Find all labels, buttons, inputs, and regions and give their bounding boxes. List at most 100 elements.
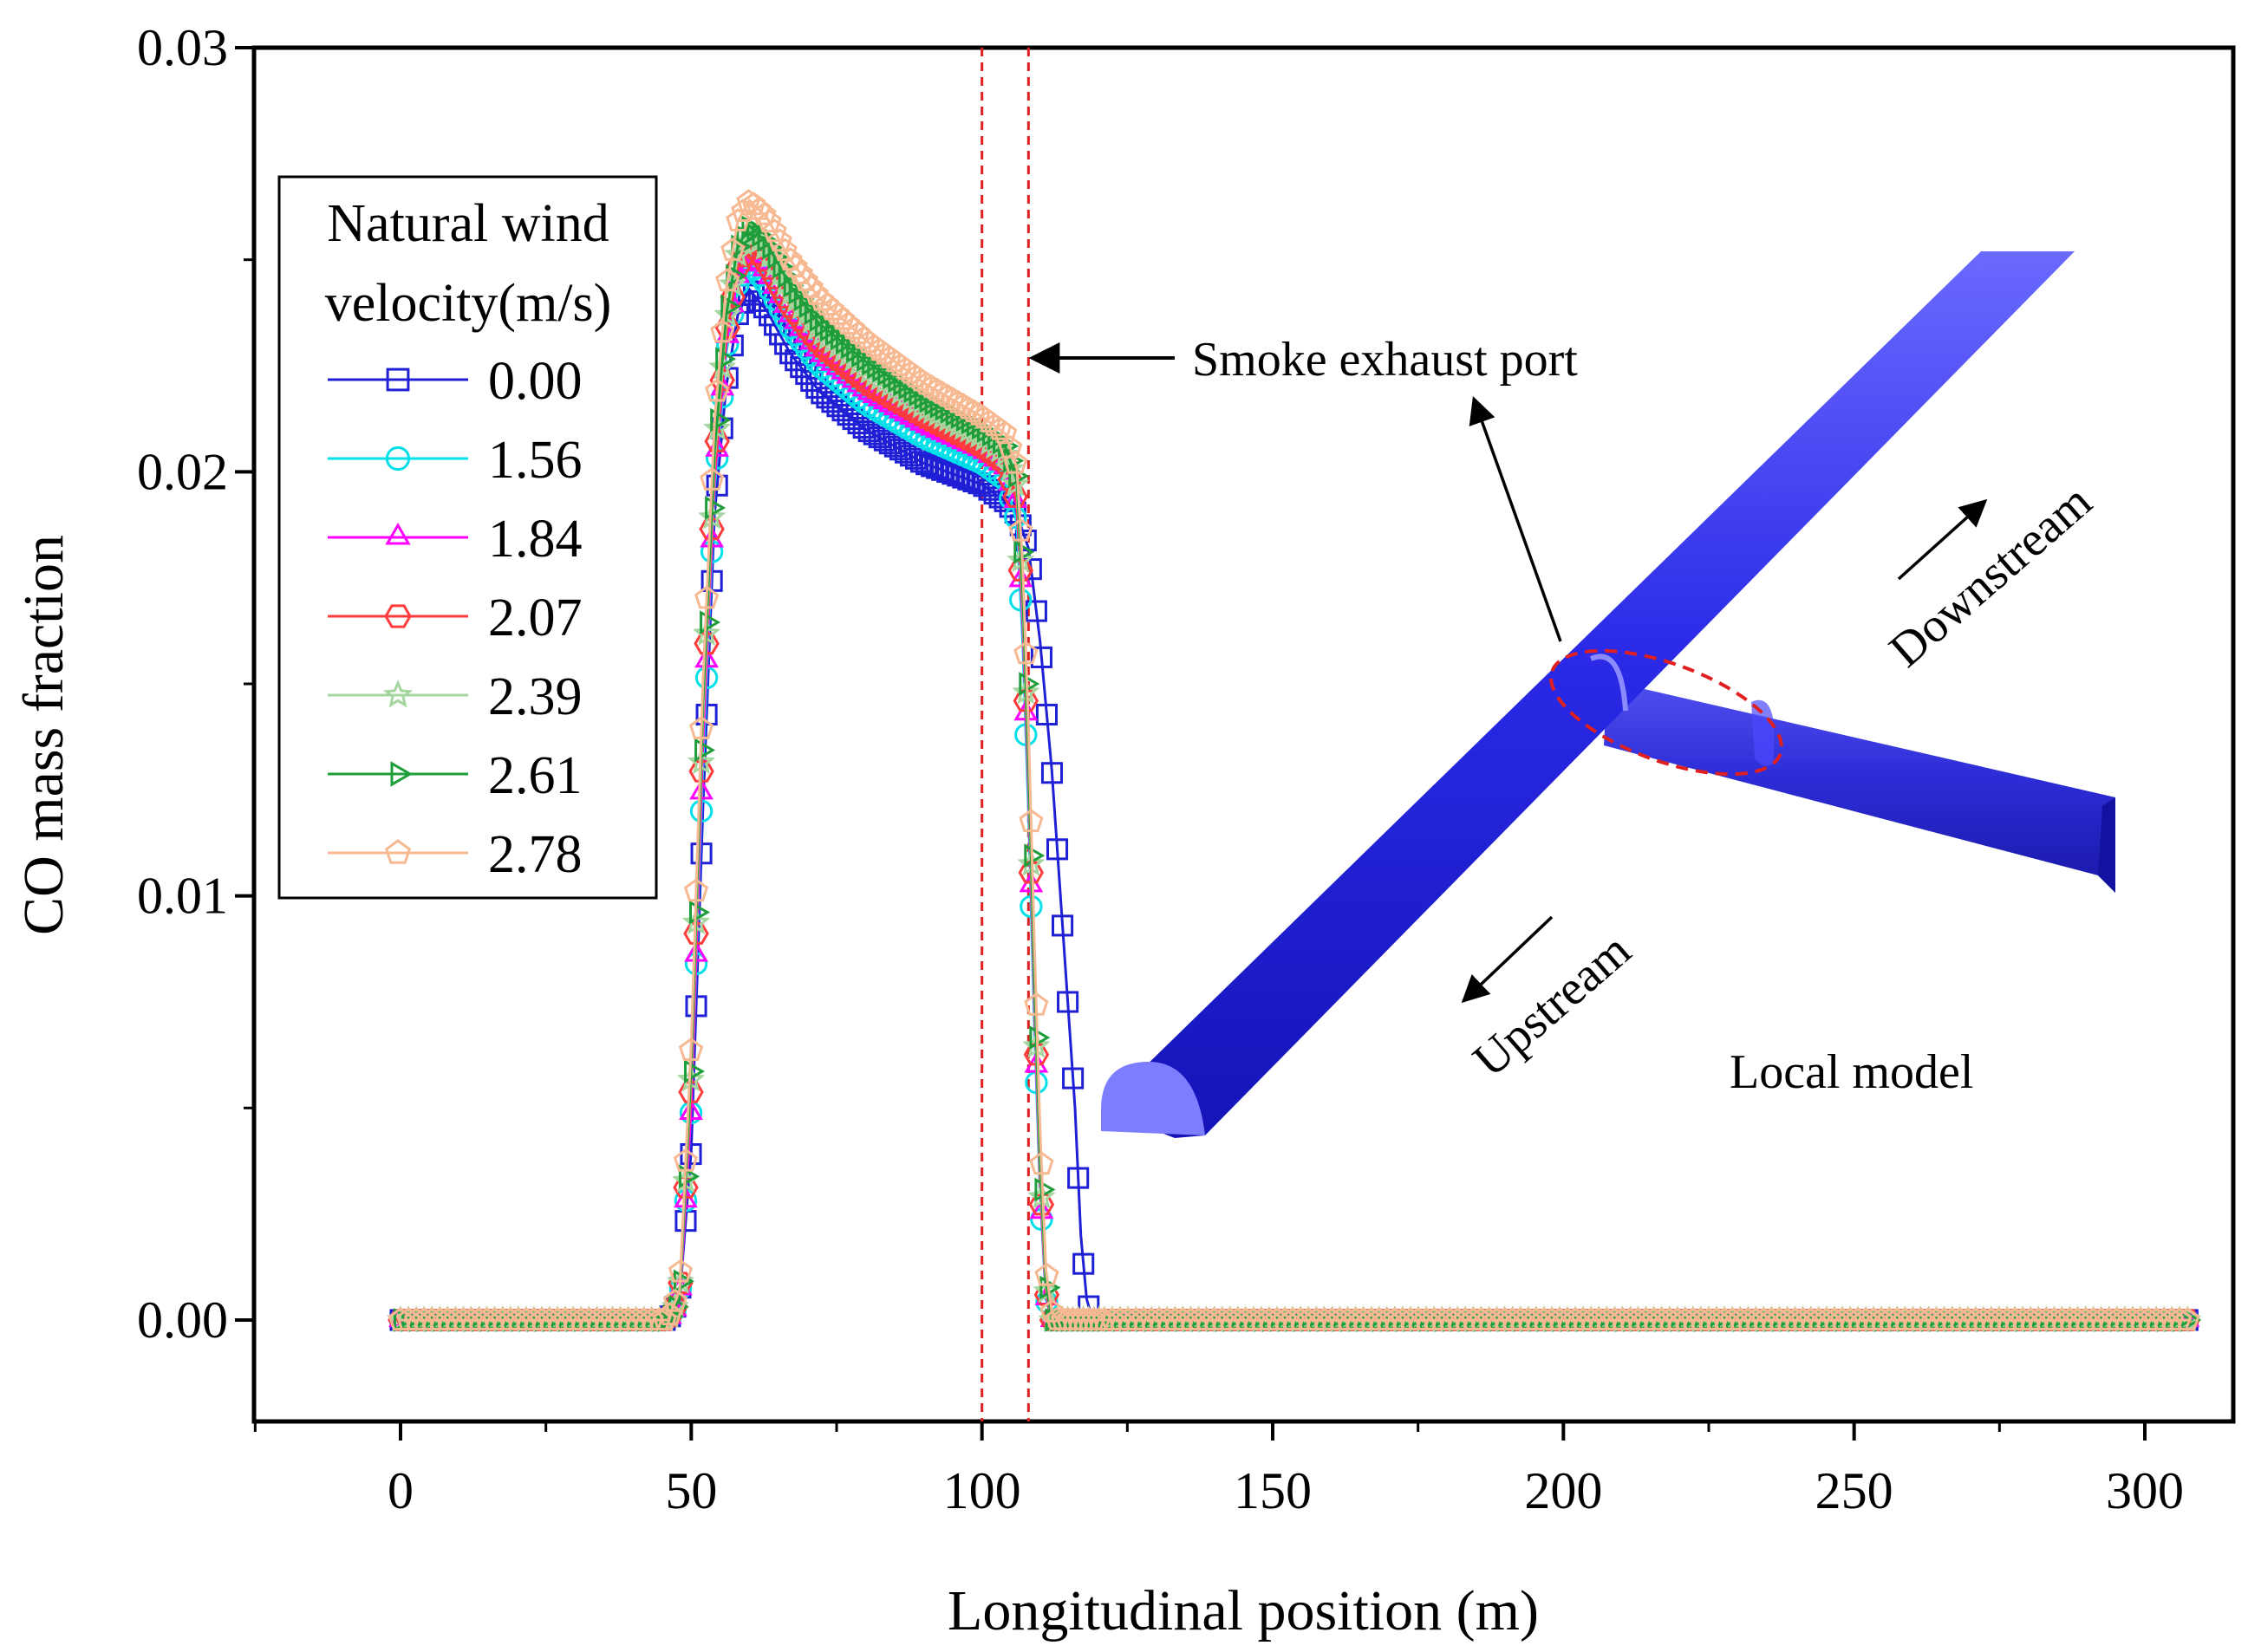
data-point: [1067, 1167, 1090, 1189]
data-point: [752, 201, 777, 225]
main-tunnel: [1101, 251, 2075, 1138]
data-point: [2175, 1307, 2200, 1330]
data-point: [662, 1288, 688, 1312]
legend-marker: [382, 680, 414, 708]
y-axis-title: CO mass fraction: [12, 535, 75, 935]
upstream-arrow: [1461, 915, 1554, 1004]
data-point: [715, 268, 740, 292]
legend-label: 2.61: [488, 746, 583, 805]
legend-marker: [384, 604, 412, 628]
plot-frame: [251, 45, 2236, 1424]
downstream-arrow: [1897, 498, 1988, 581]
x-tick-label: 0: [388, 1462, 414, 1519]
legend-title-line1: Natural wind: [327, 194, 609, 253]
data-point: [1029, 1151, 1054, 1175]
x-tick-label: 250: [1815, 1462, 1893, 1519]
legend-label: 2.07: [488, 589, 583, 647]
legend-marker: [385, 522, 411, 545]
legend-marker: [390, 761, 414, 787]
branch-ring: [1751, 699, 1774, 766]
data-point: [688, 716, 714, 739]
data-point: [1028, 1193, 1055, 1216]
data-point: [762, 218, 787, 243]
data-point: [1025, 600, 1047, 622]
data-point: [1008, 517, 1033, 542]
data-point: [715, 347, 737, 371]
legend-item-2.07: 2.07: [328, 589, 583, 647]
x-tick-label: 150: [1234, 1462, 1312, 1519]
y-axis: 0.00 0.01 0.02 0.03: [137, 19, 254, 1349]
legend-item-2.39: 2.39: [328, 667, 583, 726]
data-point: [706, 474, 728, 497]
series-2.78: [388, 189, 2200, 1330]
branch-tunnel: [1604, 659, 2115, 893]
data-point: [1019, 672, 1040, 696]
legend-title-line2: velocity(m/s): [325, 274, 612, 333]
tunnel-illustration: [1101, 251, 2115, 1138]
x-tick-label: 100: [943, 1462, 1021, 1519]
data-point: [1013, 689, 1039, 712]
data-point: [1019, 809, 1044, 833]
series-layer: [386, 189, 2202, 1332]
legend-label: 2.78: [488, 825, 583, 884]
data-point: [705, 378, 730, 402]
junction-ellipse: [1549, 648, 1783, 777]
x-axis-title: Longitudinal position (m): [948, 1579, 1539, 1642]
reference-lines: [981, 48, 1030, 1421]
legend-marker: [386, 367, 410, 392]
legend-item-1.84: 1.84: [328, 510, 583, 569]
data-point: [1001, 470, 1030, 497]
data-point: [694, 585, 720, 609]
data-point: [1034, 1262, 1059, 1286]
data-point: [1029, 1025, 1051, 1050]
data-point: [1018, 862, 1045, 884]
data-point: [679, 1099, 703, 1120]
local-model-label: Local model: [1730, 1045, 1973, 1099]
data-point: [700, 610, 721, 634]
x-axis: 0 50 100 150 200 250 300: [253, 1421, 2184, 1519]
series-markers: [388, 189, 2200, 1330]
legend: Natural wind velocity(m/s) 0.00 1.56 1.84 2…: [277, 175, 658, 900]
legend-label: 1.56: [488, 431, 583, 490]
branch-tunnel-end: [2098, 797, 2115, 893]
data-point: [1057, 991, 1079, 1013]
data-point: [705, 496, 727, 520]
data-point: [1013, 641, 1039, 665]
data-point: [767, 228, 792, 252]
smoke-exhaust-label: Smoke exhaust port: [1192, 333, 1578, 387]
data-point: [993, 420, 1018, 445]
y-tick-label: 0.03: [137, 19, 228, 76]
data-point: [710, 319, 735, 343]
data-point: [678, 1037, 704, 1061]
junction-pointer: [1469, 396, 1562, 642]
data-point: [683, 878, 709, 902]
data-point: [1052, 914, 1074, 937]
x-tick-label: 200: [1524, 1462, 1602, 1519]
data-point: [1003, 450, 1028, 474]
data-point: [1072, 1252, 1095, 1275]
data-point: [1024, 843, 1046, 868]
data-point: [1034, 1177, 1056, 1202]
x-tick-label: 50: [665, 1462, 717, 1519]
data-point: [772, 254, 794, 279]
y-tick-label: 0.00: [137, 1291, 228, 1349]
legend-marker: [384, 839, 412, 864]
data-point: [726, 208, 751, 231]
data-point: [1062, 1067, 1085, 1089]
main-tunnel-portal: [1101, 1062, 1205, 1135]
data-point: [762, 235, 784, 260]
data-point: [1030, 646, 1052, 668]
data-point: [767, 244, 789, 270]
data-point: [720, 237, 746, 261]
legend-items: 0.00 1.56 1.84 2.07 2.39 2.61 2.78: [328, 352, 583, 884]
data-point: [700, 467, 725, 491]
data-point: [1033, 1276, 1061, 1304]
data-point: [684, 1059, 706, 1084]
data-point: [720, 294, 742, 319]
data-point: [746, 218, 768, 243]
data-point: [731, 198, 756, 222]
legend-item-2.78: 2.78: [328, 825, 583, 884]
legend-item-2.61: 2.61: [328, 746, 583, 805]
data-point: [713, 300, 742, 327]
